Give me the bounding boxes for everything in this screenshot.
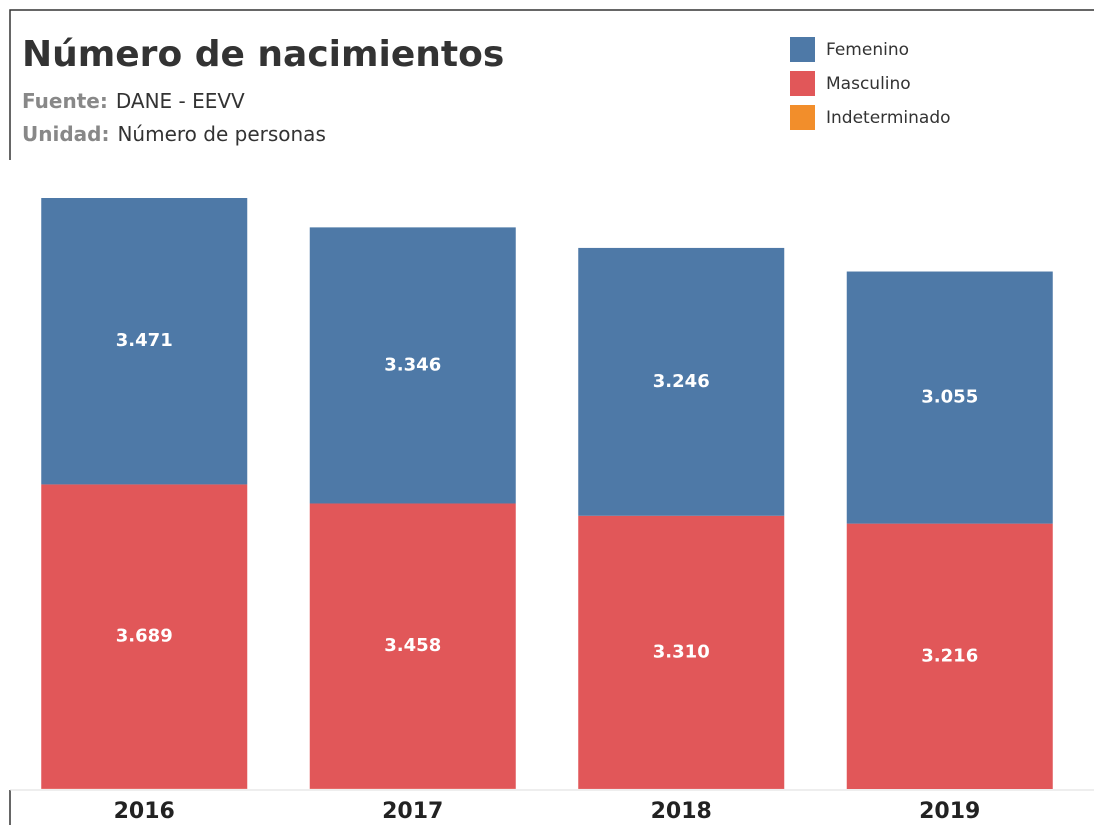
data-label: 3.055: [921, 387, 978, 408]
x-tick-label: 2017: [382, 799, 443, 824]
bar-segment: [846, 523, 1053, 789]
frame: [9, 9, 1094, 160]
data-label: 3.458: [384, 635, 441, 656]
x-tick-label: 2019: [919, 799, 980, 824]
source-label: Fuente:: [22, 89, 108, 113]
subtitle: Fuente: DANE - EEVV: [22, 89, 245, 113]
subtitle: Unidad: Número de personas: [22, 122, 326, 146]
bar-segment: [41, 198, 248, 485]
bar-segment: [578, 247, 785, 516]
bar-segment: [578, 515, 785, 789]
unit: Número de personas: [117, 122, 325, 146]
legend-swatch: [790, 105, 815, 130]
bar-segment: [846, 271, 1053, 524]
unit-label: Unidad:: [22, 122, 109, 146]
legend-swatch: [790, 37, 815, 62]
bar-segment: [309, 503, 516, 789]
x-tick-label: 2018: [651, 799, 712, 824]
legend-label: Masculino: [826, 74, 911, 94]
data-label: 3.689: [116, 626, 173, 647]
legend-label: Indeterminado: [826, 108, 951, 128]
x-tick-label: 2016: [114, 799, 175, 824]
data-label: 3.246: [653, 371, 710, 392]
data-label: 3.471: [116, 330, 173, 351]
legend-label: Femenino: [826, 40, 909, 60]
data-label: 3.310: [653, 641, 710, 662]
data-label: 3.346: [384, 354, 441, 375]
bar-segment: [309, 227, 516, 504]
legend-swatch: [790, 71, 815, 96]
data-label: 3.216: [921, 645, 978, 666]
chart-title: Número de nacimientos: [22, 34, 504, 75]
source: DANE - EEVV: [116, 89, 245, 113]
bar-segment: [41, 484, 248, 789]
